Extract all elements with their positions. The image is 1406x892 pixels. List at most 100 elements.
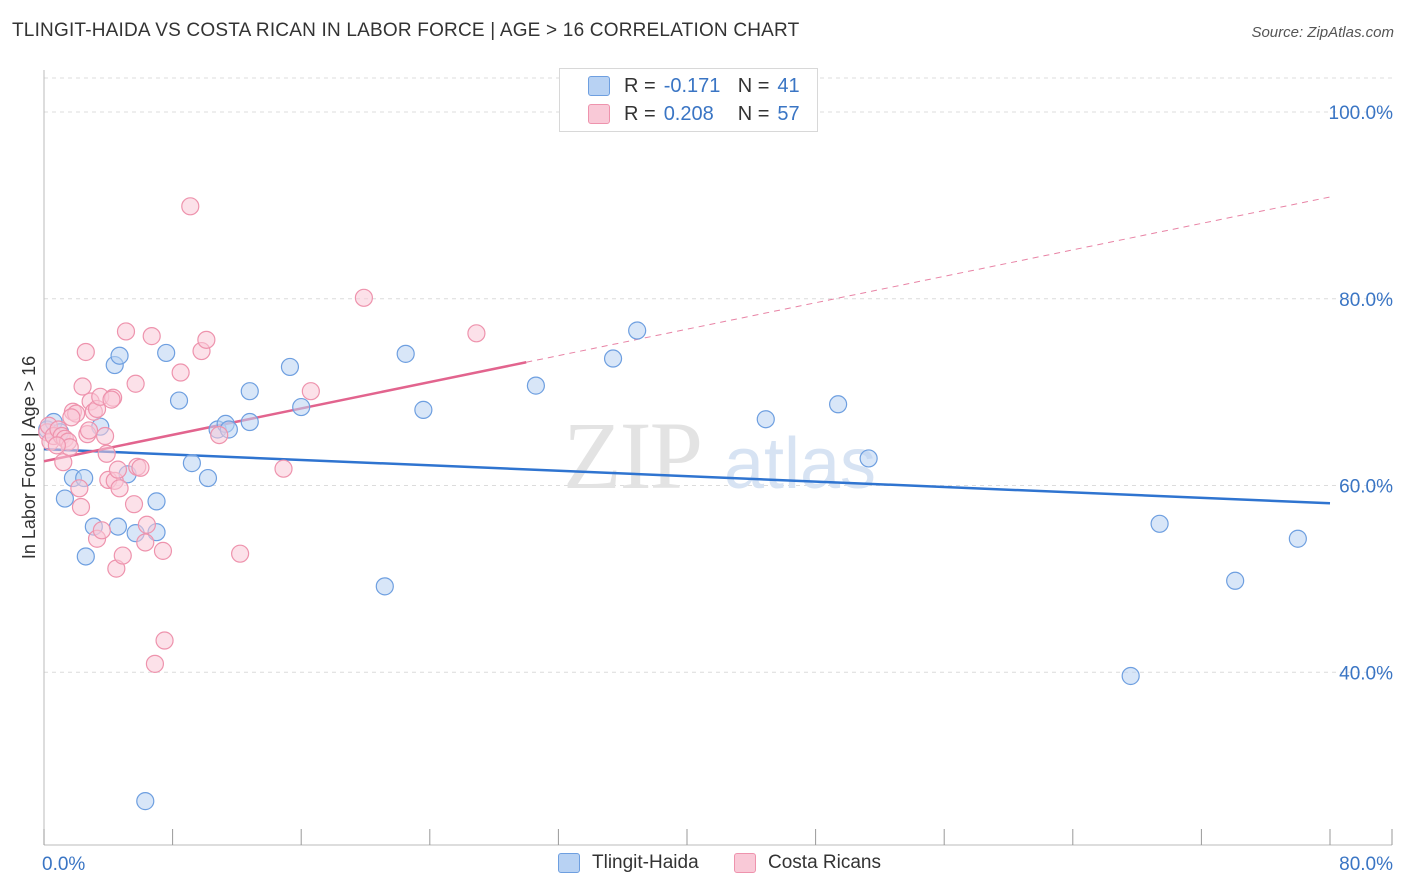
point-costa-ricans: [153, 541, 173, 560]
point-costa-ricans: [354, 288, 373, 307]
point-tlingit-haida: [1226, 571, 1245, 590]
data-points: [38, 197, 1307, 811]
point-costa-ricans: [47, 436, 66, 455]
watermark-atlas: atlas: [724, 424, 876, 504]
legend-n-value: 41: [777, 74, 800, 97]
stats-legend: R = -0.171 N = 41 R = 0.208 N = 57: [559, 68, 818, 132]
point-tlingit-haida: [136, 792, 155, 811]
legend-n-value: 57: [777, 102, 800, 125]
legend-r-value: -0.171: [663, 74, 721, 97]
trend-line-tlingit-haida: [43, 447, 1331, 505]
point-costa-ricans: [126, 374, 145, 393]
point-costa-ricans: [62, 408, 81, 427]
point-costa-ricans: [70, 479, 89, 498]
point-tlingit-haida: [240, 382, 259, 401]
point-costa-ricans: [171, 363, 190, 382]
point-costa-ricans: [71, 497, 91, 517]
point-tlingit-haida: [292, 397, 311, 417]
point-costa-ricans: [54, 453, 73, 472]
point-costa-ricans: [102, 390, 121, 409]
point-tlingit-haida: [859, 449, 878, 468]
y-tick-label: 80.0%: [1339, 290, 1393, 311]
bottom-legend-tlingit-haida: Tlingit-Haida: [558, 852, 699, 874]
y-axis-label: In Labor Force | Age > 16: [19, 356, 39, 559]
legend-n-label: N =: [737, 102, 770, 125]
point-costa-ricans: [110, 479, 129, 498]
point-costa-ricans: [274, 459, 293, 478]
chart-title: TLINGIT-HAIDA VS COSTA RICAN IN LABOR FO…: [12, 20, 800, 41]
point-costa-ricans: [197, 330, 216, 349]
point-costa-ricans: [108, 460, 128, 479]
point-tlingit-haida: [1121, 666, 1140, 686]
point-costa-ricans: [137, 515, 156, 534]
point-tlingit-haida: [169, 391, 189, 410]
point-tlingit-haida: [198, 468, 218, 488]
watermark-zip: ZIP: [563, 402, 701, 509]
point-costa-ricans: [210, 425, 229, 445]
point-costa-ricans: [73, 377, 92, 396]
y-tick-label: 60.0%: [1339, 477, 1393, 498]
point-tlingit-haida: [414, 400, 433, 419]
legend-r-label: R =: [624, 74, 656, 97]
legend-swatch-blue: [588, 76, 610, 96]
point-costa-ricans: [97, 444, 116, 463]
point-tlingit-haida: [157, 343, 176, 363]
point-tlingit-haida: [396, 344, 415, 363]
bottom-legend-swatch-blue: [558, 853, 580, 873]
point-tlingit-haida: [375, 577, 394, 596]
point-tlingit-haida: [526, 376, 545, 395]
point-tlingit-haida: [1288, 529, 1307, 548]
grid-lines: [44, 77, 1392, 673]
point-costa-ricans: [155, 631, 174, 650]
point-costa-ricans: [92, 521, 111, 540]
point-costa-ricans: [79, 421, 99, 440]
watermark: ZIP atlas: [563, 402, 876, 509]
point-tlingit-haida: [147, 492, 166, 511]
point-tlingit-haida: [108, 517, 128, 536]
point-costa-ricans: [467, 324, 486, 343]
trend-lines: [43, 196, 1331, 505]
point-costa-ricans: [181, 197, 200, 216]
point-tlingit-haida: [1150, 514, 1169, 533]
bottom-legend-costa-ricans: Costa Ricans: [734, 852, 881, 874]
point-costa-ricans: [131, 458, 150, 477]
x-tick-labels: 0.0% 80.0%: [42, 854, 1393, 875]
axes: [43, 70, 1393, 846]
y-tick-label: 40.0%: [1339, 663, 1393, 684]
y-tick-labels: 40.0% 60.0% 80.0% 100.0%: [1329, 103, 1394, 684]
point-tlingit-haida: [182, 454, 201, 473]
x-tick-label: 80.0%: [1339, 854, 1393, 875]
point-tlingit-haida: [110, 346, 129, 365]
point-tlingit-haida: [829, 395, 848, 414]
legend-swatch-pink: [588, 104, 610, 124]
bottom-legend-label: Tlingit-Haida: [592, 852, 699, 873]
legend-row-tlingit-haida: R = -0.171 N = 41: [588, 73, 800, 99]
point-costa-ricans: [231, 544, 250, 563]
point-tlingit-haida: [603, 349, 623, 368]
point-costa-ricans: [301, 382, 320, 401]
point-costa-ricans: [95, 426, 115, 446]
point-costa-ricans: [113, 546, 132, 565]
source-credit: Source: ZipAtlas.com: [1251, 24, 1394, 41]
legend-r-value: 0.208: [663, 102, 714, 125]
point-costa-ricans: [142, 327, 161, 346]
bottom-legend-swatch-pink: [734, 853, 756, 873]
point-costa-ricans: [76, 342, 95, 362]
legend-row-costa-ricans: R = 0.208 N = 57: [588, 101, 800, 127]
point-tlingit-haida: [280, 357, 300, 377]
point-costa-ricans: [124, 495, 144, 514]
point-costa-ricans: [145, 654, 165, 673]
bottom-legend-label: Costa Ricans: [768, 852, 881, 873]
point-costa-ricans: [136, 533, 155, 552]
point-tlingit-haida: [240, 412, 259, 432]
y-tick-label: 100.0%: [1329, 103, 1394, 124]
point-costa-ricans: [116, 322, 136, 341]
trend-line-costa-ricans: [43, 361, 527, 463]
x-tick-label: 0.0%: [42, 854, 85, 875]
legend-r-label: R =: [624, 102, 656, 125]
point-tlingit-haida: [628, 321, 647, 340]
point-tlingit-haida: [55, 489, 74, 508]
trend-line-dashed-costa-ricans: [526, 196, 1331, 363]
point-tlingit-haida: [756, 410, 775, 429]
